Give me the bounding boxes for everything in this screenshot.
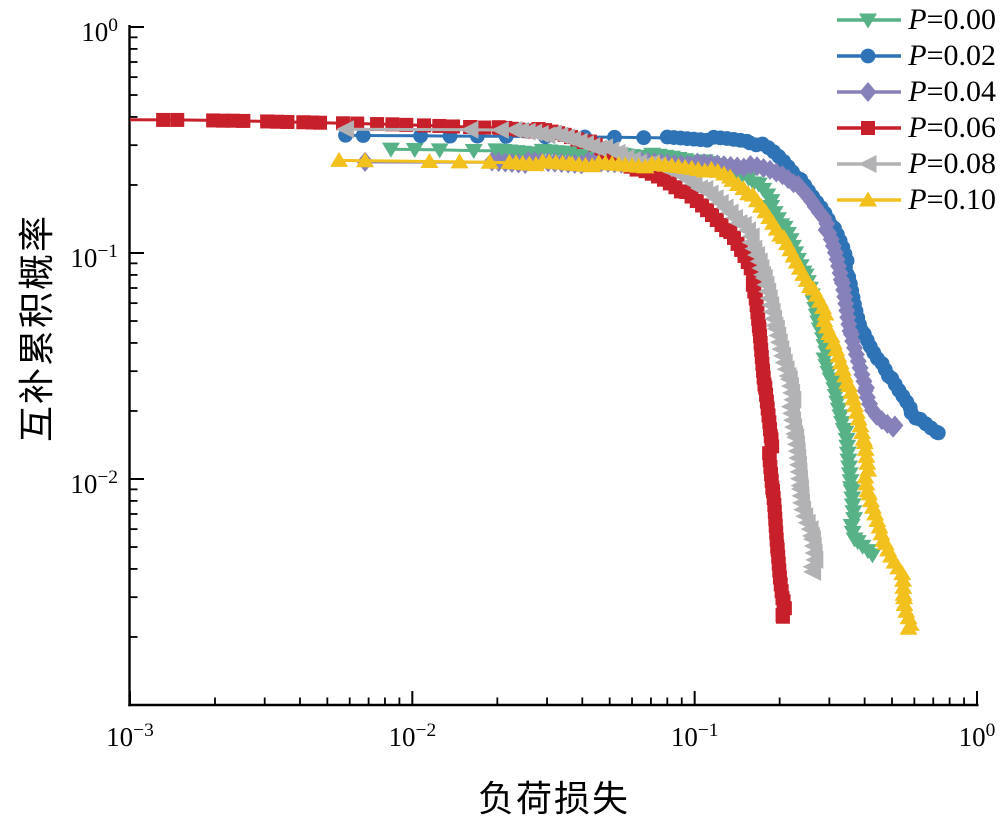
triangle-up-marker <box>450 153 469 169</box>
triangle-up-marker <box>855 434 874 450</box>
triangle-up-marker <box>857 447 876 463</box>
legend-label: P=0.00 <box>908 3 996 36</box>
circle-marker <box>355 128 371 143</box>
y-tick-label: 10−1 <box>70 241 118 273</box>
legend-swatch <box>837 82 902 102</box>
legend-swatch <box>837 13 902 29</box>
triangle-left-marker <box>336 120 355 139</box>
square-marker <box>280 114 295 129</box>
square-marker <box>236 113 251 128</box>
legend-label: P=0.04 <box>908 75 996 108</box>
triangle-down-marker <box>859 13 878 29</box>
legend-item: P=0.00 <box>836 2 996 38</box>
triangle-up-marker <box>356 152 375 168</box>
legend-label: P=0.02 <box>908 39 996 72</box>
x-axis-label: 负荷损失 <box>477 779 631 816</box>
legend-item: P=0.04 <box>836 74 996 110</box>
square-marker <box>861 121 876 135</box>
triangle-up-marker <box>851 417 870 433</box>
triangle-up-marker <box>899 619 918 635</box>
circle-marker <box>636 130 652 146</box>
triangle-down-marker <box>863 548 882 564</box>
legend-label: P=0.08 <box>908 147 996 180</box>
triangle-down-marker <box>464 144 483 160</box>
x-tick-label: 10−1 <box>670 720 719 752</box>
series-P-0-08 <box>336 120 824 581</box>
legend-label: P=0.06 <box>908 111 996 144</box>
x-tick-label: 100 <box>958 720 996 752</box>
square-marker <box>385 117 400 132</box>
triangle-up-marker <box>853 424 872 440</box>
x-tick-label: 10−2 <box>388 720 437 752</box>
diamond-marker <box>886 415 904 436</box>
legend-label: P=0.10 <box>908 183 996 216</box>
legend-swatch <box>837 191 902 207</box>
square-marker <box>156 112 171 127</box>
triangle-up-marker <box>895 589 914 605</box>
triangle-left-marker <box>460 120 479 139</box>
triangle-down-marker <box>405 143 424 159</box>
triangle-up-marker <box>856 468 875 484</box>
legend-swatch <box>837 121 902 135</box>
square-marker <box>370 117 385 132</box>
square-marker <box>313 115 328 130</box>
triangle-up-marker <box>330 151 349 167</box>
x-tick-label: 10−3 <box>106 720 154 752</box>
circle-marker <box>860 48 876 64</box>
triangle-left-marker <box>803 562 822 581</box>
triangle-up-marker <box>858 454 877 470</box>
triangle-up-marker <box>420 153 439 169</box>
square-marker <box>775 609 790 624</box>
triangle-down-marker <box>430 143 449 159</box>
legend-item: P=0.06 <box>836 110 996 146</box>
series-P-0-10 <box>330 151 920 635</box>
triangle-up-marker <box>480 153 499 169</box>
triangle-left-marker <box>858 155 877 173</box>
diamond-marker <box>859 82 877 102</box>
triangle-up-marker <box>856 440 875 456</box>
triangle-up-marker <box>816 305 835 321</box>
legend-item: P=0.08 <box>836 146 996 182</box>
square-marker <box>477 120 492 135</box>
triangle-up-marker <box>893 565 912 581</box>
triangle-up-marker <box>857 475 876 491</box>
triangle-down-marker <box>381 142 400 158</box>
legend-item: P=0.02 <box>836 38 996 74</box>
legend-swatch <box>837 155 902 173</box>
square-marker <box>170 112 185 127</box>
triangle-up-marker <box>859 191 878 207</box>
legend-item: P=0.10 <box>836 182 996 218</box>
legend-swatch <box>837 48 902 64</box>
square-marker <box>446 119 461 134</box>
triangle-left-marker <box>490 121 509 140</box>
y-tick-label: 100 <box>81 15 118 47</box>
legend: P=0.00 P=0.02 P=0.04 P=0.06 P=0.08 P=0.10 <box>836 2 996 218</box>
y-axis-label: 互补累积概率 <box>17 213 57 442</box>
circle-marker <box>930 425 946 441</box>
y-tick-label: 10−2 <box>70 467 118 499</box>
